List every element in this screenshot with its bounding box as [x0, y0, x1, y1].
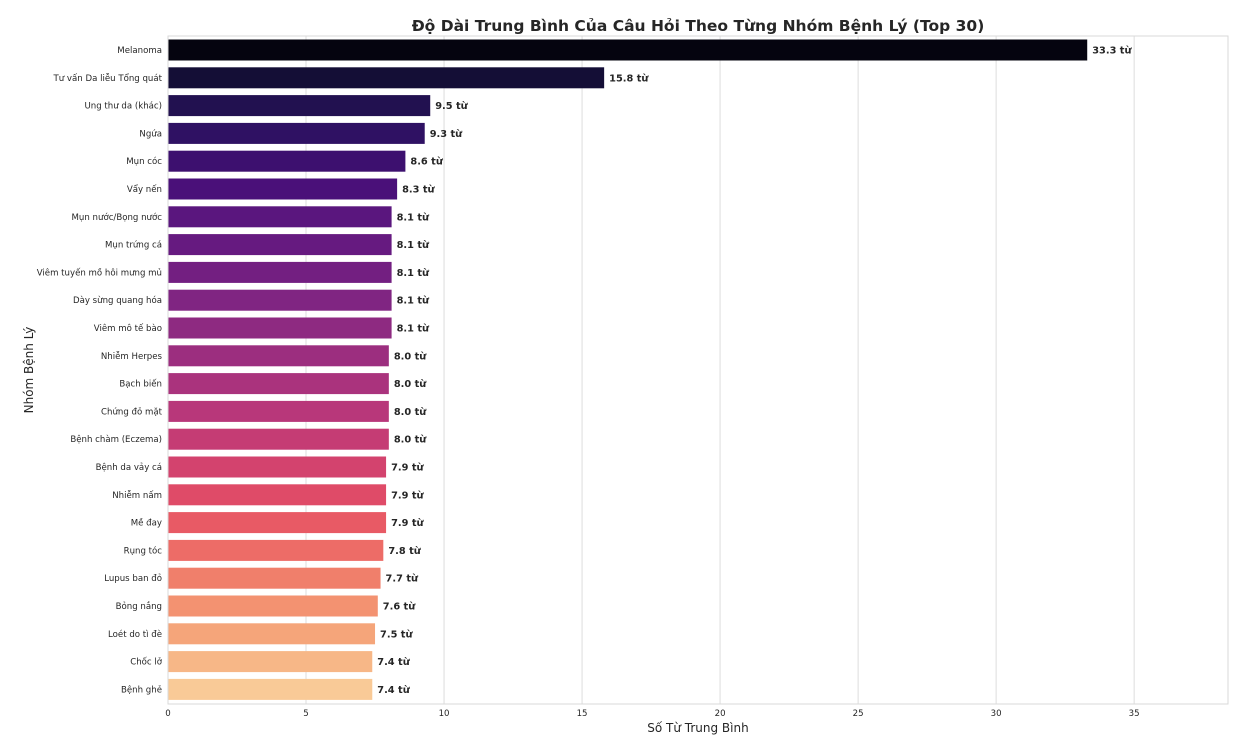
grid-lines — [305, 36, 1135, 704]
bar — [168, 512, 387, 534]
category-label: Nhiễm Herpes — [101, 351, 163, 362]
value-label: 7.7 từ — [386, 573, 419, 585]
category-label: Bệnh ghẻ — [121, 684, 162, 695]
bar — [168, 122, 425, 144]
value-labels: 33.3 từ 15.8 từ 9.5 từ 9.3 từ 8.6 từ 8.3 từ 8.… — [377, 45, 1132, 696]
x-tick-label: 10 — [439, 709, 450, 719]
bar — [168, 39, 1088, 61]
category-label: Lupus ban đỏ — [104, 573, 162, 584]
value-label: 8.1 từ — [397, 239, 430, 251]
category-label: Bỏng nắng — [116, 601, 162, 612]
value-label: 7.9 từ — [391, 462, 424, 474]
bar — [168, 150, 406, 172]
bar — [168, 317, 392, 339]
category-labels: Melanoma Tư vấn Da liễu Tổng quát Ung thư … — [37, 46, 163, 695]
bar — [168, 373, 389, 395]
category-label: Melanoma — [117, 46, 162, 56]
category-label: Ngứa — [139, 129, 162, 139]
bar — [168, 484, 387, 506]
bar — [168, 595, 378, 617]
category-label: Bệnh da vảy cá — [96, 462, 162, 473]
category-label: Bạch biến — [119, 379, 162, 390]
x-tick-label: 30 — [991, 709, 1002, 719]
value-label: 8.3 từ — [402, 184, 435, 196]
bar — [168, 95, 431, 117]
value-label: 7.9 từ — [391, 489, 424, 501]
value-label: 9.5 từ — [435, 100, 468, 112]
value-label: 7.6 từ — [383, 601, 416, 613]
category-label: Viêm mô tế bào — [94, 323, 162, 334]
value-label: 7.4 từ — [377, 684, 410, 696]
bar — [168, 234, 392, 256]
value-label: 8.1 từ — [397, 295, 430, 307]
category-label: Chứng đỏ mặt — [101, 406, 163, 417]
bars — [168, 39, 1088, 700]
category-label: Chốc lở — [130, 657, 163, 668]
category-label: Mụn trứng cá — [105, 241, 162, 251]
bar — [168, 567, 381, 589]
value-label: 9.3 từ — [430, 128, 463, 140]
plot-frame — [167, 35, 1229, 705]
bar — [168, 623, 376, 645]
category-label: Nhiễm nấm — [112, 490, 162, 501]
category-label: Mề đay — [131, 518, 162, 529]
x-tick-label: 0 — [165, 709, 170, 719]
value-label: 15.8 từ — [609, 72, 649, 84]
bar — [168, 289, 392, 311]
chart-title: Độ Dài Trung Bình Của Câu Hỏi Theo Từng … — [412, 17, 985, 35]
bar — [168, 539, 384, 561]
category-label: Tư vấn Da liễu Tổng quát — [53, 73, 163, 84]
y-axis-label: Nhóm Bệnh Lý — [22, 327, 36, 414]
category-label: Vẩy nến — [127, 184, 162, 195]
bar — [168, 456, 387, 478]
value-label: 8.0 từ — [394, 406, 427, 418]
bar — [168, 67, 605, 89]
x-tick-labels: 0 5 10 15 20 25 30 35 — [165, 709, 1139, 719]
x-tick-label: 5 — [303, 709, 308, 719]
bar — [168, 400, 389, 422]
bar — [168, 206, 392, 228]
bar — [168, 345, 389, 367]
category-label: Viêm tuyến mồ hôi mưng mủ — [37, 267, 162, 278]
category-label: Bệnh chàm (Eczema) — [70, 434, 162, 445]
category-label: Mụn nước/Bọng nước — [72, 212, 163, 223]
bar — [168, 428, 389, 450]
value-label: 8.1 từ — [397, 267, 430, 279]
bar — [168, 651, 373, 673]
x-axis-label: Số Từ Trung Bình — [647, 721, 748, 735]
category-label: Rụng tóc — [124, 545, 163, 556]
x-tick-label: 35 — [1129, 709, 1140, 719]
value-label: 8.6 từ — [410, 156, 443, 168]
value-label: 33.3 từ — [1092, 45, 1132, 57]
value-label: 8.0 từ — [394, 350, 427, 362]
value-label: 8.1 từ — [397, 323, 430, 335]
value-label: 8.0 từ — [394, 434, 427, 446]
bar — [168, 178, 398, 200]
value-label: 7.5 từ — [380, 628, 413, 640]
category-label: Ung thư da (khác) — [85, 102, 163, 112]
category-label: Dày sừng quang hóa — [73, 295, 162, 306]
value-label: 7.4 từ — [377, 656, 410, 668]
bar — [168, 261, 392, 283]
x-tick-label: 25 — [853, 709, 864, 719]
x-tick-label: 15 — [577, 709, 588, 719]
value-label: 8.0 từ — [394, 378, 427, 390]
category-label: Mụn cóc — [126, 156, 162, 167]
category-label: Loét do tì đè — [108, 629, 162, 640]
value-label: 7.8 từ — [388, 545, 421, 557]
value-label: 7.9 từ — [391, 517, 424, 529]
value-label: 8.1 từ — [397, 211, 430, 223]
bar — [168, 678, 373, 700]
x-tick-label: 20 — [715, 709, 726, 719]
